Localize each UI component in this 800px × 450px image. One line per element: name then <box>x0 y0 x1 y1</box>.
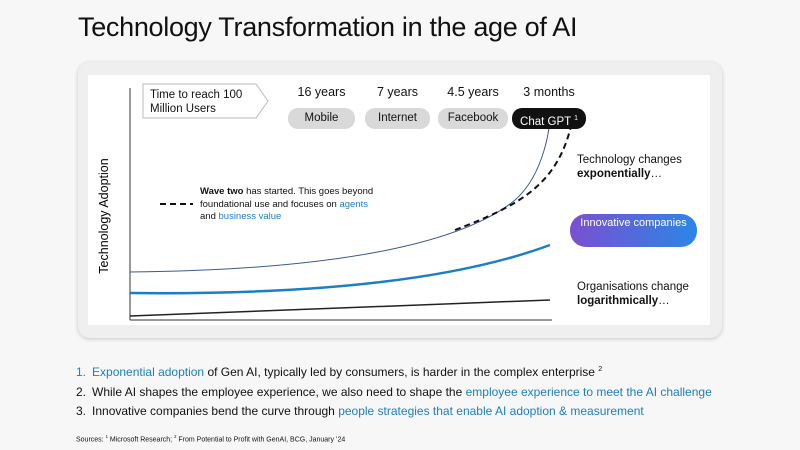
bullet: 3. Innovative companies bend the curve th… <box>76 404 644 418</box>
wave-two-curve <box>454 121 573 231</box>
wave-note: Wave two has started. This goes beyond f… <box>200 186 380 224</box>
text-segment: Technology changes <box>577 154 682 166</box>
milestone-label: Mobile <box>304 112 339 124</box>
source-text: Microsoft Research; <box>109 436 173 444</box>
text-segment: has started. This goes beyond foundation… <box>200 186 374 210</box>
time-label-box <box>142 83 269 119</box>
bullet: 1. Exponential adoption of Gen AI, typica… <box>76 364 602 379</box>
milestone-label: Chat GPT <box>520 115 571 128</box>
sources-prefix: Sources: <box>76 436 104 444</box>
innovative-curve <box>129 243 551 295</box>
footnote-mark: 1 <box>105 434 108 439</box>
text-segment: and <box>200 211 219 222</box>
milestone-label: Facebook <box>447 112 499 124</box>
text-segment: Exponential adoption <box>92 365 205 379</box>
milestone-pill: Internet <box>365 108 430 129</box>
text-segment: Innovative companies bend the curve thro… <box>92 404 339 418</box>
text-segment: logarithmically <box>577 295 659 307</box>
text-segment: While AI shapes the employee experience,… <box>92 385 466 399</box>
bullet-number: 1. <box>76 365 87 379</box>
footnote-mark: 2 <box>174 434 177 439</box>
milestone-time: 3 months <box>523 85 575 99</box>
text-segment: agents <box>339 198 368 210</box>
top-curve-label: Technology changes exponentially… <box>577 153 717 181</box>
milestone-pill: Chat GPT 1 <box>512 108 586 129</box>
milestone-label: Internet <box>378 112 417 124</box>
innovative-label: Innovative companies <box>580 217 687 229</box>
text-segment: … <box>650 168 663 180</box>
text-segment: Wave two <box>200 186 244 197</box>
milestone-time: 16 years <box>297 85 346 99</box>
bullet: 2. While AI shapes the employee experienc… <box>76 385 712 399</box>
bullet-number: 2. <box>76 385 87 399</box>
footnote-mark: 2 <box>598 364 603 373</box>
time-label: Time to reach 100 Million Users <box>150 89 243 115</box>
text-segment: of Gen AI, typically led by consumers, i… <box>204 365 599 379</box>
logarithmic-curve <box>129 299 551 317</box>
innovative-pill <box>570 214 697 247</box>
text-segment: exponentially <box>577 168 651 180</box>
text-segment: business value <box>218 211 282 222</box>
text-segment: … <box>658 295 670 307</box>
exponential-curve <box>129 119 551 273</box>
y-axis-label: Technology Adoption <box>97 158 111 273</box>
bullet-number: 3. <box>76 404 87 418</box>
milestone-time: 4.5 years <box>447 85 499 99</box>
sources: Sources: 1 Microsoft Research; 2 From Po… <box>76 434 345 443</box>
footnote-mark: 1 <box>574 115 578 122</box>
milestone-time: 7 years <box>377 85 418 99</box>
milestone-pill: Facebook <box>438 108 508 129</box>
milestone-pill: Mobile <box>288 108 355 129</box>
bottom-curve-label: Organisations change logarithmically… <box>577 280 717 308</box>
text-segment: people strategies that enable AI adoptio… <box>338 404 644 418</box>
text-segment: Organisations change <box>577 281 689 293</box>
source-text: From Potential to Profit with GenAI, BCG… <box>178 436 346 444</box>
slide-title: Technology Transformation in the age of … <box>78 12 578 42</box>
text-segment: employee experience to meet the AI chall… <box>465 385 712 399</box>
